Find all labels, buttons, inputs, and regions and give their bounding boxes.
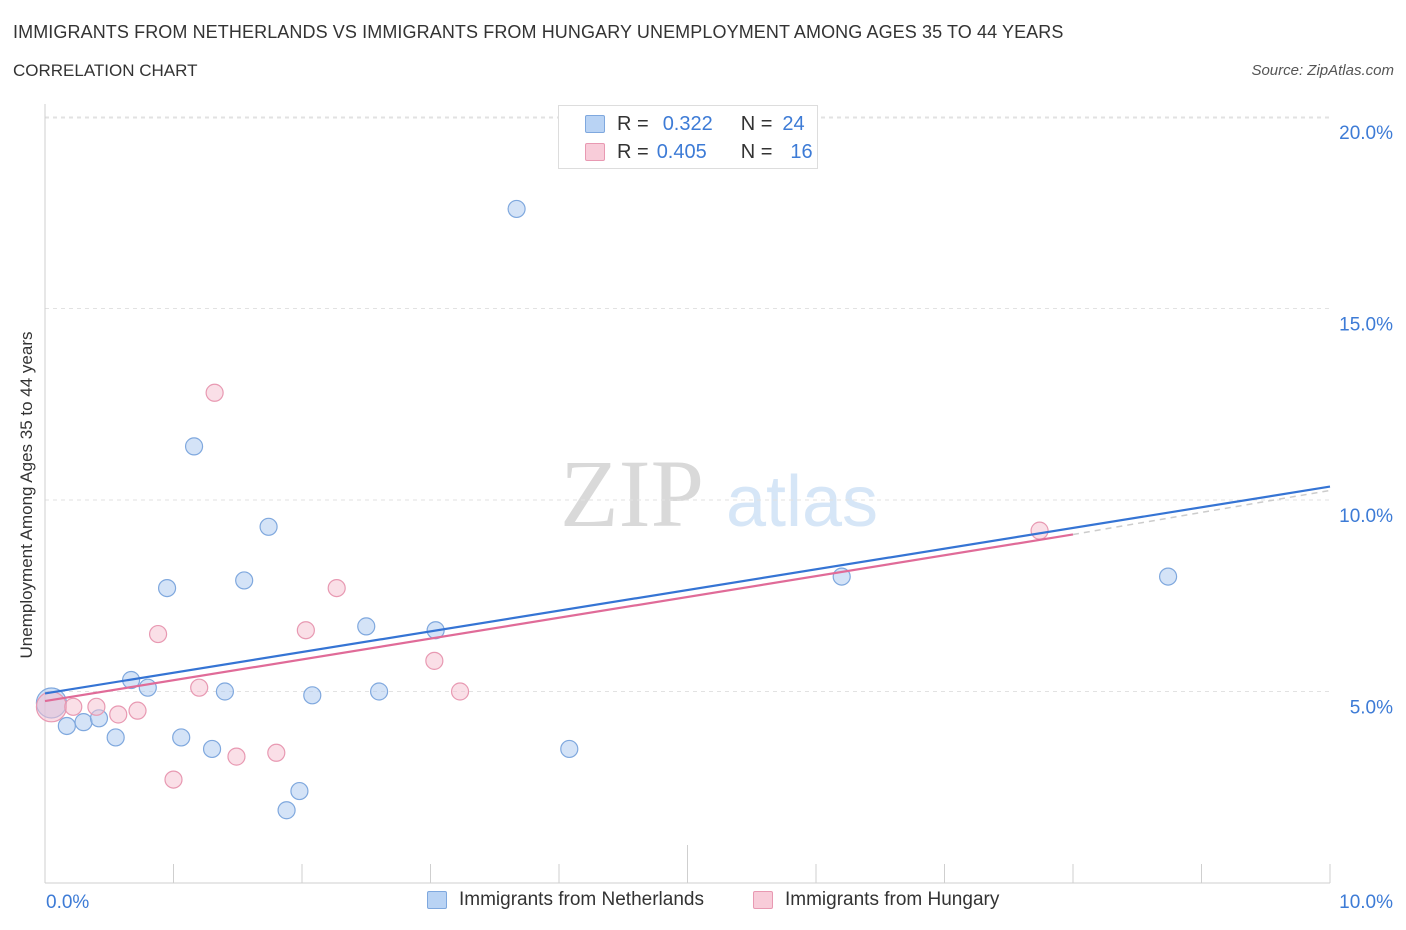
netherlands-point <box>235 571 254 590</box>
netherlands-point <box>1158 567 1178 586</box>
legend-label-netherlands: Immigrants from Netherlands <box>459 889 704 910</box>
hungary-point <box>327 578 346 598</box>
legend-row-netherlands: R = 0.322 N = 24 <box>585 112 805 136</box>
netherlands-point <box>184 437 204 456</box>
netherlands-point <box>560 739 579 759</box>
netherlands-legend-swatch <box>427 891 447 909</box>
netherlands-point <box>202 739 222 759</box>
source-label: Source: ZipAtlas.com <box>1251 62 1394 79</box>
x-tick-label: 0.0% <box>46 892 89 913</box>
hungary-point <box>87 697 106 716</box>
hungary-point <box>148 624 168 644</box>
n-value: 24 <box>782 112 805 135</box>
netherlands-point <box>357 617 376 636</box>
hungary-point <box>267 743 286 762</box>
netherlands-point <box>259 517 278 536</box>
n-label: N = <box>740 112 773 135</box>
y-tick-label: 10.0% <box>1339 506 1393 527</box>
hungary-point <box>164 770 183 789</box>
hungary-point <box>109 705 128 724</box>
legend-item-hungary: Immigrants from Hungary <box>753 889 999 911</box>
series-legend: Immigrants from Netherlands Immigrants f… <box>0 889 1406 915</box>
y-tick-label: 15.0% <box>1339 315 1393 336</box>
x-ticks <box>173 845 1331 883</box>
hungary-legend-swatch <box>753 891 773 909</box>
hungary-point <box>1030 521 1049 540</box>
hungary-point <box>425 651 444 670</box>
legend-label-hungary: Immigrants from Hungary <box>785 889 1000 910</box>
r-label: R = <box>617 140 649 163</box>
watermark-zip: ZIP <box>560 440 704 547</box>
data-points <box>35 199 1178 820</box>
netherlands-point <box>138 678 157 697</box>
y-tick-label: 5.0% <box>1350 698 1393 719</box>
hungary-point <box>190 678 209 697</box>
hungary-point <box>35 691 68 723</box>
chart-title: IMMIGRANTS FROM NETHERLANDS VS IMMIGRANT… <box>13 22 1064 42</box>
netherlands-point <box>303 686 322 705</box>
legend-row-hungary: R = 0.405 N = 16 <box>585 140 813 164</box>
netherlands-point <box>106 728 125 747</box>
watermark-atlas: atlas <box>726 462 878 542</box>
hungary-trend-line <box>44 533 1074 703</box>
trend-lines <box>44 485 1331 703</box>
netherlands-point <box>215 682 234 701</box>
hungary-point <box>227 747 246 766</box>
r-value: 0.405 <box>656 140 707 163</box>
hungary-trend-extension <box>1072 489 1331 536</box>
hungary-point <box>128 701 147 720</box>
netherlands-trend-line <box>44 485 1331 695</box>
x-tick-label: 10.0% <box>1339 892 1393 913</box>
netherlands-point <box>157 578 177 598</box>
stats-legend: R = 0.322 N = 24 R = 0.405 N = 16 <box>558 105 818 169</box>
watermark: ZIP atlas <box>560 440 878 547</box>
hungary-point <box>450 682 470 701</box>
netherlands-point <box>74 713 93 732</box>
n-label: N = <box>740 140 773 163</box>
netherlands-point <box>277 801 296 820</box>
hungary-swatch <box>585 143 605 161</box>
n-value: 16 <box>790 140 813 163</box>
netherlands-point <box>507 199 526 219</box>
netherlands-point <box>57 716 76 736</box>
chart-subtitle: CORRELATION CHART <box>13 61 198 80</box>
netherlands-point <box>370 682 389 701</box>
hungary-point <box>205 383 224 402</box>
r-value: 0.322 <box>662 112 713 135</box>
gridlines <box>45 116 1330 692</box>
netherlands-swatch <box>585 115 605 133</box>
legend-item-netherlands: Immigrants from Netherlands <box>427 889 704 911</box>
netherlands-point <box>290 781 309 801</box>
y-tick-label: 20.0% <box>1339 123 1393 144</box>
r-label: R = <box>617 112 649 135</box>
netherlands-point <box>172 728 191 747</box>
x-tick-labels: 0.0% 10.0% <box>46 892 1393 913</box>
y-tick-labels: 5.0% 10.0% 15.0% 20.0% <box>1339 123 1393 719</box>
hungary-point <box>64 697 83 716</box>
hungary-point <box>296 621 315 640</box>
